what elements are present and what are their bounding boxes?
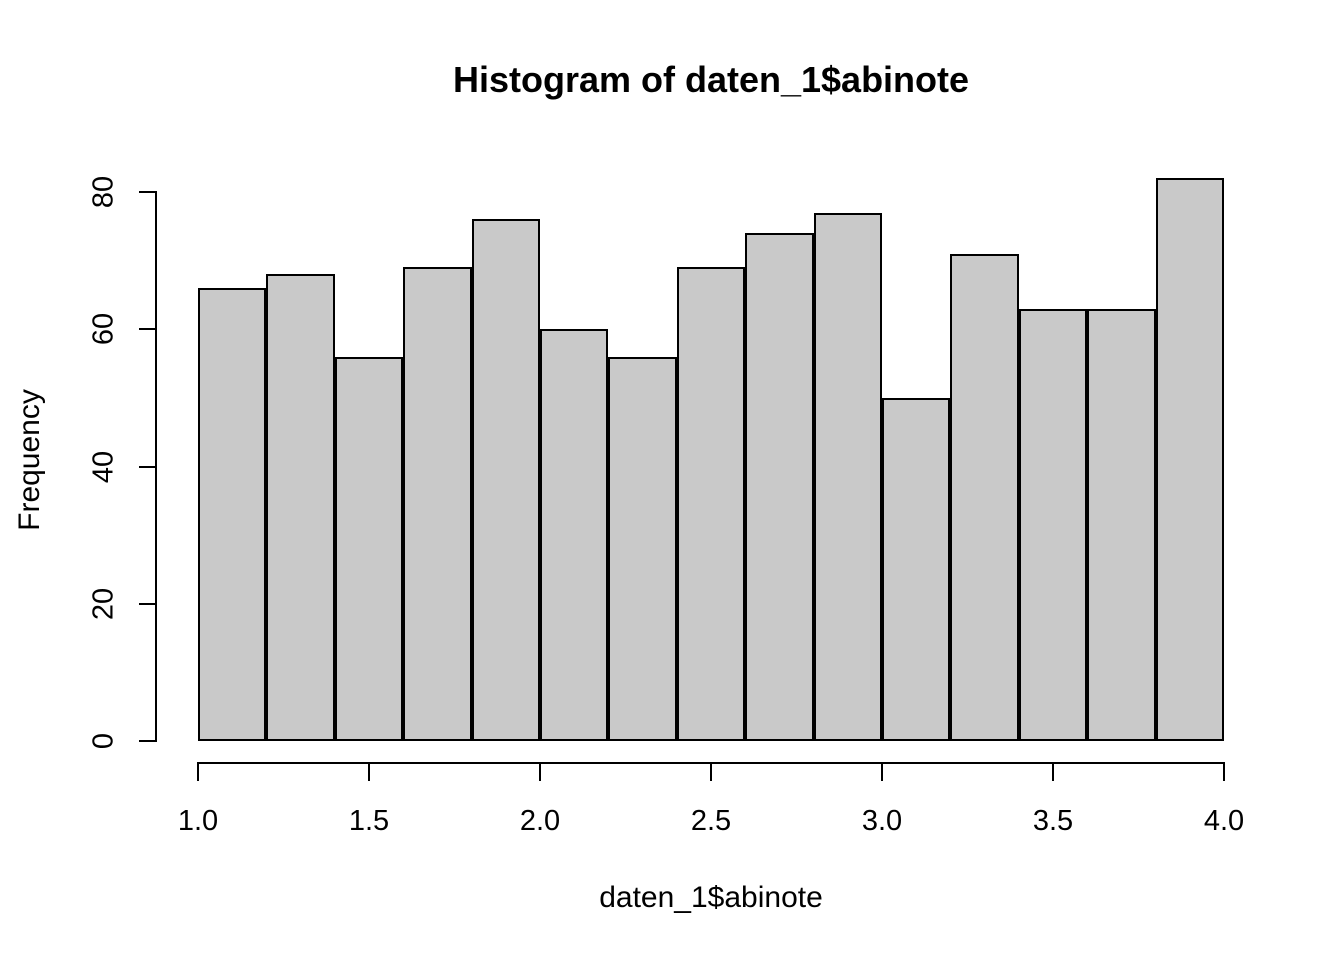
x-axis-tick <box>197 764 199 781</box>
y-tick-label: 80 <box>87 175 120 209</box>
histogram-bar <box>471 219 540 741</box>
x-tick-label: 1.5 <box>348 805 390 837</box>
y-axis-tick <box>139 466 156 468</box>
y-axis-label: Frequency <box>13 389 46 531</box>
histogram-bar <box>334 357 404 741</box>
chart-title: Histogram of daten_1$abinote <box>452 59 970 100</box>
x-tick-label: 4.0 <box>1203 805 1245 837</box>
histogram-bar <box>266 274 335 741</box>
x-tick-label: 1.0 <box>177 805 219 837</box>
histogram-bar <box>813 213 882 741</box>
y-axis-line <box>155 191 157 742</box>
histogram-bar <box>198 288 267 741</box>
x-axis-tick <box>368 764 370 781</box>
x-tick-label: 2.0 <box>519 805 561 837</box>
x-axis-tick <box>1052 764 1054 781</box>
x-axis-label: daten_1$abinote <box>599 881 823 914</box>
y-tick-label: 60 <box>87 312 120 346</box>
y-axis-tick <box>139 191 156 193</box>
y-axis-tick <box>139 740 156 742</box>
x-axis-tick <box>1223 764 1225 781</box>
y-tick-label: 0 <box>87 732 120 750</box>
histogram-bar <box>950 254 1019 741</box>
histogram-bar <box>745 233 814 741</box>
y-axis-tick <box>139 328 156 330</box>
x-tick-label: 3.0 <box>861 805 903 837</box>
histogram-bar <box>403 267 472 741</box>
histogram-bar <box>882 398 951 741</box>
plot-area <box>198 171 1224 741</box>
y-tick-label: 20 <box>87 587 120 621</box>
histogram-bar <box>540 329 609 741</box>
x-axis-line <box>197 762 1225 764</box>
histogram-bar <box>1087 309 1156 741</box>
histogram-bar <box>1018 309 1088 741</box>
x-axis-tick <box>881 764 883 781</box>
x-axis-tick <box>539 764 541 781</box>
histogram-bar <box>608 357 677 741</box>
y-axis-tick <box>139 603 156 605</box>
histogram-bar <box>676 267 746 741</box>
x-tick-label: 2.5 <box>690 805 732 837</box>
y-tick-label: 40 <box>87 450 120 484</box>
x-tick-label: 3.5 <box>1032 805 1074 837</box>
x-axis-tick <box>710 764 712 781</box>
histogram-bar <box>1155 178 1224 741</box>
